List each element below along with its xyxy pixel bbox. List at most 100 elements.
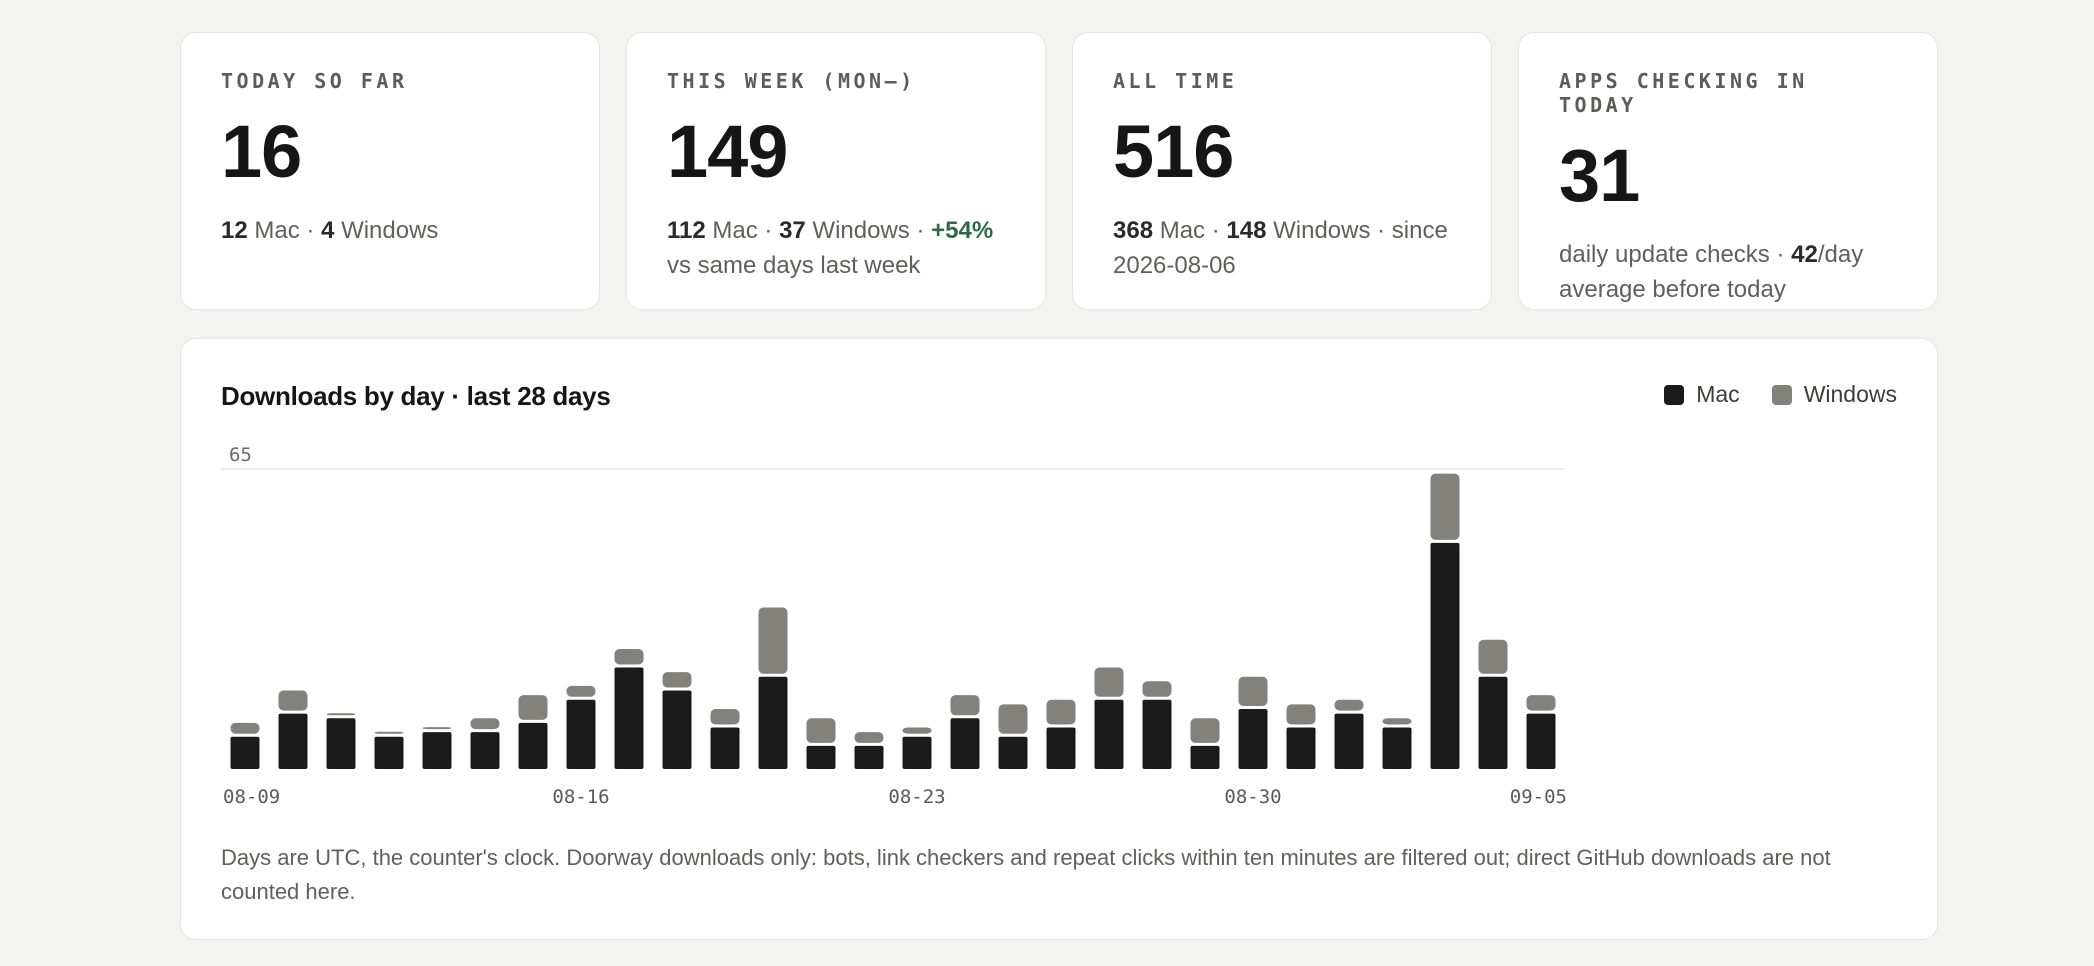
stat-label: TODAY SO FAR bbox=[221, 69, 408, 93]
stat-card-all-time: ALL TIME 516 368 Mac · 148 Windows · sin… bbox=[1072, 32, 1492, 310]
bar-mac-08-20 bbox=[758, 676, 788, 769]
bar-windows-09-01 bbox=[1334, 699, 1364, 711]
legend-swatch-mac bbox=[1664, 384, 1685, 405]
bar-mac-08-10 bbox=[278, 713, 308, 769]
legend-label-windows: Windows bbox=[1803, 381, 1897, 407]
x-tick-label: 08-23 bbox=[888, 786, 945, 808]
stat-number: 4 bbox=[321, 217, 335, 244]
bar-mac-09-05 bbox=[1526, 713, 1556, 769]
stat-text: daily update checks · bbox=[1559, 241, 1792, 268]
stat-card-this-week: THIS WEEK (MON–) 149 112 Mac · 37 Window… bbox=[626, 32, 1046, 310]
bar-mac-08-29 bbox=[1190, 745, 1220, 769]
stat-value: 149 bbox=[667, 110, 788, 193]
bar-mac-08-31 bbox=[1286, 727, 1316, 769]
stat-text: vs same days last week bbox=[667, 252, 921, 279]
bar-mac-08-09 bbox=[230, 736, 260, 769]
bar-windows-08-26 bbox=[1046, 699, 1076, 725]
stat-number: 148 bbox=[1226, 217, 1267, 244]
bar-mac-09-02 bbox=[1382, 727, 1412, 769]
bar-mac-08-21 bbox=[806, 745, 836, 769]
bar-mac-08-11 bbox=[326, 718, 356, 769]
bar-windows-09-04 bbox=[1478, 639, 1508, 674]
bar-windows-08-31 bbox=[1286, 704, 1316, 725]
x-tick-label: 08-09 bbox=[223, 786, 280, 808]
bar-windows-08-18 bbox=[662, 672, 692, 688]
bar-windows-08-22 bbox=[854, 732, 884, 743]
bar-windows-08-16 bbox=[566, 685, 596, 697]
bar-mac-08-17 bbox=[614, 667, 644, 769]
bar-mac-08-27 bbox=[1094, 699, 1124, 769]
bar-mac-09-04 bbox=[1478, 676, 1508, 769]
bar-windows-09-05 bbox=[1526, 695, 1556, 711]
bar-windows-08-25 bbox=[998, 704, 1028, 734]
legend-label-mac: Mac bbox=[1696, 381, 1740, 407]
stat-subtext: 12 Mac · 4 Windows bbox=[221, 213, 559, 248]
bar-windows-08-27 bbox=[1094, 667, 1124, 697]
bar-windows-09-03 bbox=[1430, 473, 1460, 540]
bar-windows-08-19 bbox=[710, 709, 740, 725]
bar-windows-08-11 bbox=[326, 713, 356, 716]
stat-card-today: TODAY SO FAR 16 12 Mac · 4 Windows bbox=[180, 32, 600, 310]
chart-legend: Mac Windows bbox=[1664, 381, 1897, 408]
stat-text: Mac · bbox=[1153, 217, 1227, 244]
bar-windows-08-17 bbox=[614, 649, 644, 665]
stat-card-apps-checking-in: APPS CHECKING IN TODAY 31 daily update c… bbox=[1518, 32, 1938, 310]
bar-windows-08-15 bbox=[518, 695, 548, 720]
change-percent: +54% bbox=[931, 217, 994, 244]
bar-mac-09-01 bbox=[1334, 713, 1364, 769]
bar-mac-08-28 bbox=[1142, 699, 1172, 769]
stat-number: 42 bbox=[1791, 241, 1818, 268]
stat-value: 516 bbox=[1113, 110, 1234, 193]
bar-windows-08-10 bbox=[278, 690, 308, 711]
stat-subtext-line: 368 Mac · 148 Windows · since bbox=[1113, 213, 1451, 248]
stat-subtext-line: 2026-08-06 bbox=[1113, 248, 1451, 283]
bar-windows-08-28 bbox=[1142, 681, 1172, 697]
stat-text: 2026-08-06 bbox=[1113, 252, 1236, 279]
x-tick-label: 08-16 bbox=[552, 786, 609, 808]
stat-subtext-line: daily update checks · 42/day bbox=[1559, 237, 1897, 272]
downloads-chart-card: 65 08-09 08-16 08-23 08-30 09-05 Downloads by… bbox=[180, 338, 1938, 940]
dashboard: TODAY SO FAR 16 12 Mac · 4 Windows THIS … bbox=[180, 32, 1938, 940]
stat-subtext-line: 112 Mac · 37 Windows · +54% bbox=[667, 213, 1005, 248]
bar-mac-08-26 bbox=[1046, 727, 1076, 769]
stat-text: Windows · since bbox=[1266, 217, 1448, 244]
stat-text: Windows · bbox=[805, 217, 932, 244]
bar-windows-08-23 bbox=[902, 727, 932, 734]
bar-windows-08-14 bbox=[470, 718, 500, 730]
x-tick-label: 08-30 bbox=[1224, 786, 1281, 808]
bar-windows-08-24 bbox=[950, 695, 980, 716]
stat-number: 368 bbox=[1113, 217, 1154, 244]
bar-mac-09-03 bbox=[1430, 542, 1460, 769]
stat-text: Mac · bbox=[247, 217, 322, 244]
stat-text: average before today bbox=[1559, 276, 1786, 303]
chart-title: Downloads by day · last 28 days bbox=[221, 381, 611, 411]
bar-mac-08-18 bbox=[662, 690, 692, 769]
x-tick-label: 09-05 bbox=[1510, 786, 1567, 808]
stat-subtext-line: average before today bbox=[1559, 272, 1897, 307]
bar-windows-08-13 bbox=[422, 727, 452, 730]
stat-subtext: 368 Mac · 148 Windows · since 2026-08-06 bbox=[1113, 213, 1451, 283]
bar-windows-08-09 bbox=[230, 722, 260, 734]
bar-mac-08-15 bbox=[518, 722, 548, 769]
bar-mac-08-25 bbox=[998, 736, 1028, 769]
bar-mac-08-22 bbox=[854, 745, 884, 769]
stat-cards: TODAY SO FAR 16 12 Mac · 4 Windows THIS … bbox=[180, 32, 1938, 310]
bar-windows-09-02 bbox=[1382, 718, 1412, 725]
stat-label: APPS CHECKING IN TODAY bbox=[1559, 69, 1808, 117]
stat-number: 37 bbox=[779, 217, 806, 244]
legend-item-windows: Windows bbox=[1771, 381, 1897, 408]
bar-mac-08-23 bbox=[902, 736, 932, 769]
y-tick-label: 65 bbox=[229, 444, 252, 466]
stat-value: 16 bbox=[221, 110, 302, 193]
stat-subtext: 112 Mac · 37 Windows · +54% vs same days… bbox=[667, 213, 1005, 283]
stat-text: Windows bbox=[334, 217, 439, 244]
bar-mac-08-13 bbox=[422, 732, 452, 769]
bar-mac-08-12 bbox=[374, 736, 404, 769]
bar-mac-08-16 bbox=[566, 699, 596, 769]
bar-mac-08-19 bbox=[710, 727, 740, 769]
stat-number: 112 bbox=[667, 217, 706, 244]
legend-swatch-windows bbox=[1771, 384, 1792, 405]
bar-windows-08-30 bbox=[1238, 676, 1268, 706]
stat-label: THIS WEEK (MON–) bbox=[667, 69, 916, 93]
bar-windows-08-20 bbox=[758, 607, 788, 674]
